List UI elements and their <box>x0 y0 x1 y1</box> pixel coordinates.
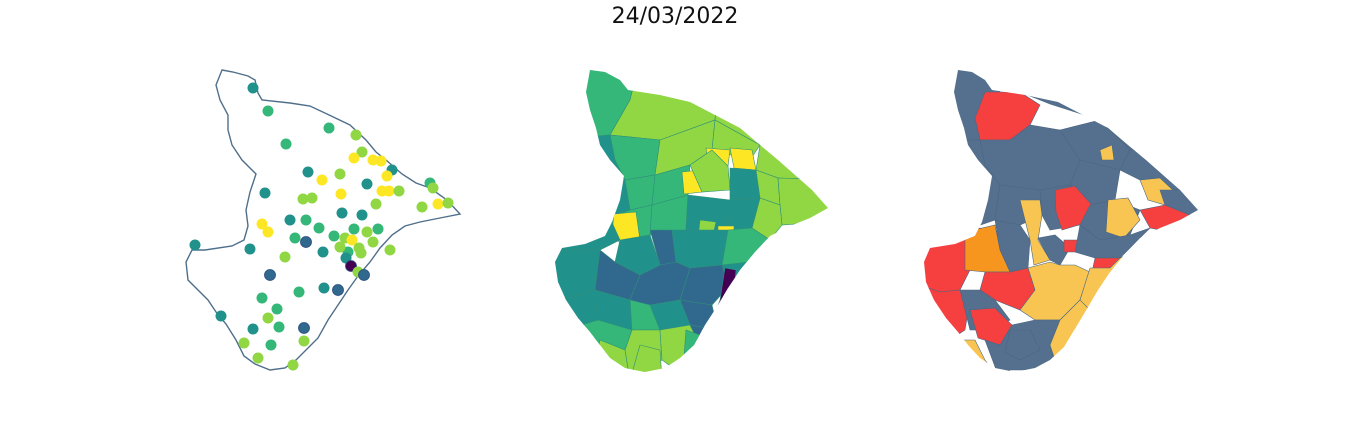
station-point <box>244 243 256 255</box>
station-point <box>334 241 346 253</box>
station-point <box>318 282 330 294</box>
municipality-region <box>729 167 761 201</box>
station-point <box>328 230 340 242</box>
station-point <box>256 218 268 230</box>
municipality-region <box>1059 239 1198 372</box>
municipality-region <box>689 299 828 372</box>
categorical-regions <box>924 70 1198 372</box>
station-point <box>350 129 362 141</box>
station-point <box>287 359 299 371</box>
municipality-region <box>689 149 731 193</box>
municipality-region <box>1105 197 1141 239</box>
state-outline <box>185 69 462 371</box>
station-point <box>367 154 379 166</box>
station-point <box>316 174 328 186</box>
station-point <box>262 312 274 324</box>
station-point <box>273 321 285 333</box>
station-point <box>215 310 227 322</box>
municipality-region <box>1019 199 1051 266</box>
station-point <box>289 232 301 244</box>
station-point <box>302 166 314 178</box>
station-point <box>323 122 335 134</box>
choropleth-map-viridis <box>555 70 828 372</box>
station-point <box>271 303 283 315</box>
station-point <box>367 236 379 248</box>
station-point <box>298 322 310 334</box>
municipality-region <box>1099 144 1115 161</box>
station-point <box>256 292 268 304</box>
station-point <box>297 193 309 205</box>
municipality-region <box>1037 234 1071 266</box>
station-point <box>300 214 312 226</box>
municipality-region <box>1004 329 1041 361</box>
station-point <box>317 246 329 258</box>
station-point <box>361 178 373 190</box>
station-point <box>355 247 367 259</box>
municipality-region <box>777 177 828 226</box>
station-point <box>416 201 428 213</box>
station-point <box>264 269 276 281</box>
station-point <box>370 198 382 210</box>
station-point <box>348 152 360 164</box>
choropleth-map-categorical <box>924 70 1198 372</box>
station-point <box>313 222 325 234</box>
station-point <box>383 185 395 197</box>
station-point <box>247 323 259 335</box>
municipality-region <box>624 174 656 211</box>
station-point <box>361 226 373 238</box>
station-point <box>335 188 347 200</box>
station-point <box>300 236 312 248</box>
municipality-region <box>755 144 828 181</box>
station-point <box>358 269 370 281</box>
station-point <box>348 223 360 235</box>
station-point <box>384 244 396 256</box>
station-point <box>381 170 393 182</box>
municipality-region <box>555 217 621 251</box>
station-points-map <box>185 69 462 371</box>
station-point <box>280 138 292 150</box>
station-point <box>393 185 405 197</box>
station-point <box>238 337 250 349</box>
station-point <box>372 223 384 235</box>
station-point <box>252 352 264 364</box>
municipality-region <box>1074 224 1151 259</box>
station-point <box>262 105 274 117</box>
station-point <box>284 214 296 226</box>
station-point <box>334 168 346 180</box>
station-point <box>375 155 387 167</box>
station-point <box>298 335 310 347</box>
station-points <box>189 82 454 371</box>
municipality-region <box>671 229 729 269</box>
municipality-region <box>609 134 661 181</box>
station-point <box>279 251 291 263</box>
municipality-region <box>729 147 757 171</box>
station-point <box>356 209 368 221</box>
station-point <box>427 182 439 194</box>
station-point <box>293 286 305 298</box>
station-point <box>306 192 318 204</box>
figure-title: 24/03/2022 <box>611 4 739 29</box>
station-point <box>356 146 368 158</box>
station-point <box>262 226 274 238</box>
station-point <box>265 339 277 351</box>
station-point <box>332 284 344 296</box>
municipality-region <box>683 329 701 361</box>
viridis-regions <box>555 70 828 372</box>
station-point <box>247 82 259 94</box>
station-point <box>346 234 358 246</box>
station-point <box>259 187 271 199</box>
station-point <box>336 207 348 219</box>
station-point <box>442 197 454 209</box>
station-point <box>432 198 444 210</box>
station-point <box>189 239 201 251</box>
